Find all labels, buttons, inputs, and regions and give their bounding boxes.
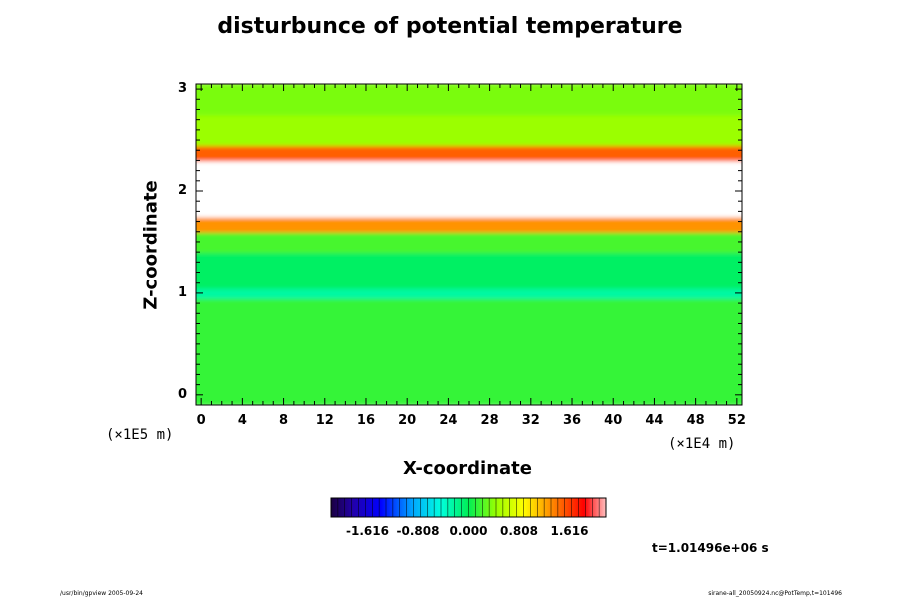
y-axis-scale-label: (×1E5 m)	[106, 427, 174, 443]
colorbar-tick-label: -1.616	[346, 524, 389, 538]
colorbar	[330, 497, 607, 518]
y-axis	[196, 88, 742, 396]
x-axis-scale-label: (×1E4 m)	[668, 436, 736, 452]
footer-left: /usr/bin/gpview 2005-09-24	[60, 590, 143, 597]
footer-right: sirane-all_20050924.nc@PotTemp,t=101496	[708, 590, 842, 597]
x-tick-label: 32	[521, 413, 540, 428]
chart-title: disturbunce of potential temperature	[217, 14, 683, 39]
x-tick-label: 4	[237, 413, 247, 428]
field-layer	[196, 297, 742, 405]
colorbar-tick-label: 0.000	[449, 524, 488, 538]
field-layer	[196, 215, 742, 233]
field-layer	[196, 113, 742, 147]
field-layer	[196, 84, 742, 116]
field-layer	[196, 286, 742, 299]
x-axis-title: X-coordinate	[403, 458, 532, 479]
x-tick-label: 24	[439, 413, 458, 428]
x-tick-label: 48	[686, 413, 705, 428]
x-tick-label: 28	[480, 413, 499, 428]
x-tick-label: 8	[279, 413, 289, 428]
colorbar-ticks	[330, 498, 607, 517]
time-annotation: t=1.01496e+06 s	[652, 541, 769, 555]
x-tick-label: 40	[604, 413, 623, 428]
field-layer	[196, 159, 742, 218]
potential-temperature-field	[196, 84, 742, 405]
x-tick-label: 36	[562, 413, 582, 428]
field-layer	[196, 230, 742, 254]
x-tick-label: 20	[398, 413, 417, 428]
x-tick-label: 0	[196, 413, 206, 428]
field-layer	[196, 251, 742, 289]
x-tick-label: 12	[315, 413, 334, 428]
field-layers	[196, 84, 742, 405]
colorbar-tick-label: 1.616	[550, 524, 589, 538]
y-tick-label: 0	[178, 386, 188, 402]
x-axis	[200, 84, 738, 405]
x-tick-label: 52	[727, 413, 746, 428]
colorbar-tick-label: -0.808	[396, 524, 440, 538]
x-tick-label: 16	[356, 413, 376, 428]
y-tick-label: 1	[178, 284, 188, 300]
colorbar-tick-label: 0.808	[500, 524, 538, 538]
x-tick-label: 44	[645, 413, 664, 428]
y-tick-label: 3	[178, 81, 188, 97]
field-layer	[196, 144, 742, 162]
y-tick-label: 2	[178, 183, 188, 198]
